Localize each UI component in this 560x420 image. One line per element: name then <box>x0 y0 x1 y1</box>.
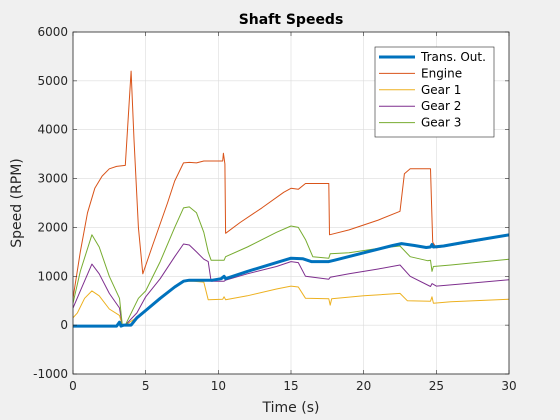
x-tick-label: 15 <box>283 379 298 393</box>
series-line-gear-1 <box>73 280 509 327</box>
legend: Trans. Out. Engine Gear 1 Gear 2 Gear 3 <box>374 46 495 138</box>
y-tick-label: -1000 <box>33 367 68 381</box>
x-axis-label: Time (s) <box>262 400 320 416</box>
legend-label: Gear 3 <box>421 116 461 130</box>
x-tick-label: 25 <box>429 379 444 393</box>
y-tick-label: 2000 <box>37 220 68 234</box>
ticks: 0 5 10 15 20 25 30-100001000200030004000500060… <box>33 25 517 393</box>
legend-label: Gear 1 <box>421 83 461 97</box>
chart-title: Shaft Speeds <box>239 12 344 28</box>
y-tick-label: 0 <box>60 318 68 332</box>
series-line-trans-out <box>73 233 509 328</box>
x-tick-label: 5 <box>142 379 150 393</box>
legend-label: Trans. Out. <box>420 50 486 64</box>
y-tick-label: 5000 <box>37 74 68 88</box>
plot-area <box>73 70 509 328</box>
x-tick-label: 10 <box>211 379 226 393</box>
x-tick-label: 0 <box>69 379 77 393</box>
legend-box <box>374 46 495 138</box>
y-tick-label: 6000 <box>37 25 68 39</box>
y-tick-label: 3000 <box>37 172 68 186</box>
y-tick-label: 4000 <box>37 123 68 137</box>
series-line-engine <box>73 70 509 299</box>
x-tick-label: 20 <box>356 379 371 393</box>
legend-label: Gear 2 <box>421 99 461 113</box>
y-axis-label: Speed (RPM) <box>9 158 25 248</box>
legend-label: Engine <box>421 66 462 80</box>
y-tick-label: 1000 <box>37 269 68 283</box>
x-tick-label: 30 <box>501 379 516 393</box>
